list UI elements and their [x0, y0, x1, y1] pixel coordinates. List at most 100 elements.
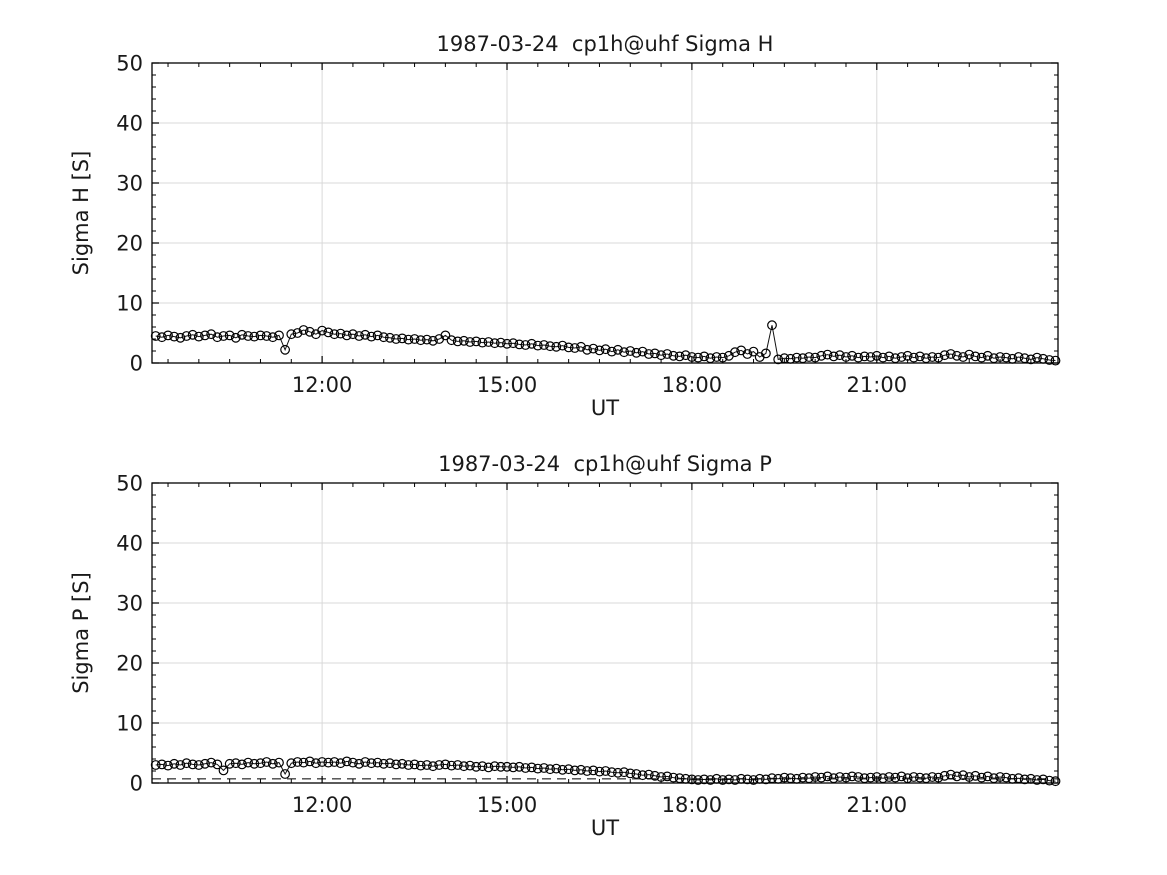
data-point-marker	[1013, 352, 1024, 362]
data-point-marker	[545, 764, 555, 775]
data-point-marker	[526, 338, 537, 349]
data-point-marker	[742, 774, 753, 785]
plot-title: 1987-03-24 cp1h@uhf Sigma H	[437, 32, 774, 56]
data-point-marker	[181, 758, 192, 769]
data-point-marker	[304, 326, 315, 337]
data-point-marker	[193, 331, 204, 342]
data-point-marker	[298, 757, 309, 768]
data-point-marker	[613, 344, 623, 355]
data-point-marker	[360, 757, 371, 767]
data-point-marker	[526, 762, 537, 773]
data-point-marker	[945, 349, 956, 359]
data-point-marker	[286, 329, 297, 340]
data-point-marker	[625, 768, 636, 779]
data-point-marker	[730, 347, 740, 358]
y-tick-label: 50	[116, 472, 143, 496]
data-point-marker	[643, 349, 654, 359]
y-tick-label: 50	[116, 52, 143, 76]
data-point-marker	[822, 771, 833, 782]
data-point-marker	[175, 332, 186, 343]
data-point-marker	[348, 329, 358, 340]
data-point-marker	[1050, 355, 1061, 366]
data-point-marker	[816, 350, 827, 361]
data-point-marker	[687, 774, 697, 785]
data-point-marker	[329, 329, 340, 340]
data-point-marker	[878, 352, 888, 363]
data-point-marker	[767, 320, 777, 331]
x-axis-label: UT	[591, 396, 619, 420]
data-point-marker	[366, 331, 377, 342]
data-point-marker	[730, 775, 740, 785]
data-point-marker	[409, 759, 420, 770]
data-point-marker	[699, 774, 710, 785]
data-point-marker	[514, 339, 525, 350]
data-point-marker	[508, 338, 519, 349]
data-point-marker	[323, 757, 334, 768]
data-point-marker	[896, 771, 907, 782]
data-point-marker	[206, 329, 217, 340]
data-point-marker	[576, 341, 586, 352]
data-point-marker	[761, 774, 771, 785]
data-point-marker	[945, 769, 956, 780]
plot-title: 1987-03-24 cp1h@uhf Sigma P	[438, 452, 772, 476]
data-point-marker	[896, 352, 907, 362]
data-point-marker	[261, 331, 272, 341]
data-point-marker	[711, 352, 722, 362]
data-point-marker	[773, 354, 784, 365]
data-point-marker	[477, 761, 488, 772]
data-point-marker	[828, 351, 839, 362]
data-point-marker	[354, 758, 365, 769]
y-tick-label: 20	[116, 652, 143, 676]
data-point-marker	[255, 330, 266, 341]
data-point-marker	[563, 342, 574, 353]
data-point-marker	[459, 335, 469, 346]
data-point-marker	[397, 333, 408, 344]
data-point-marker	[471, 336, 482, 347]
data-point-marker	[200, 758, 210, 769]
data-point-marker	[748, 775, 759, 785]
data-point-marker	[274, 757, 284, 768]
data-point-marker	[465, 337, 475, 347]
data-point-marker	[483, 337, 494, 347]
data-point-marker	[551, 341, 562, 352]
data-point-marker	[539, 340, 549, 350]
data-point-marker	[187, 759, 198, 770]
data-point-marker	[1001, 772, 1012, 783]
data-point-marker	[286, 758, 297, 769]
data-point-marker	[446, 335, 457, 346]
data-point-marker	[348, 757, 358, 768]
data-point-marker	[237, 759, 247, 770]
data-point-marker	[508, 762, 519, 773]
data-point-marker	[459, 761, 469, 772]
data-point-marker	[175, 760, 186, 770]
y-tick-label: 40	[116, 112, 143, 136]
sigma-h-plot: 0 10 20 30 40 50 12:00 15:00 18:00 21:00 1987-03-2…	[69, 32, 1061, 420]
data-point-marker	[335, 328, 346, 339]
data-point-marker	[594, 766, 605, 777]
data-point-marker	[280, 769, 291, 779]
data-point-marker	[274, 330, 284, 341]
data-point-marker	[495, 337, 506, 348]
data-point-marker	[939, 350, 950, 361]
data-point-marker	[440, 759, 451, 770]
data-point-marker	[230, 332, 241, 343]
data-point-marker	[631, 769, 642, 779]
data-point-marker	[539, 763, 549, 773]
data-point-marker	[1032, 352, 1042, 363]
data-point-marker	[440, 330, 451, 341]
data-point-marker	[976, 772, 987, 783]
data-point-marker	[908, 772, 919, 782]
sigma-p-plot: 0 10 20 30 40 50 12:00 15:00 18:00 21:00 1987-03-2…	[69, 452, 1061, 840]
data-point-marker	[224, 330, 235, 341]
y-tick-label: 0	[130, 352, 143, 376]
data-point-marker	[970, 770, 981, 781]
data-point-marker	[804, 352, 814, 362]
data-point-marker	[680, 350, 691, 361]
x-tick-label: 18:00	[662, 793, 723, 817]
data-point-marker	[834, 772, 845, 782]
data-point-marker	[415, 760, 426, 771]
y-tick-label: 30	[116, 172, 143, 196]
data-point-marker	[452, 336, 463, 347]
data-point-marker	[428, 761, 438, 772]
